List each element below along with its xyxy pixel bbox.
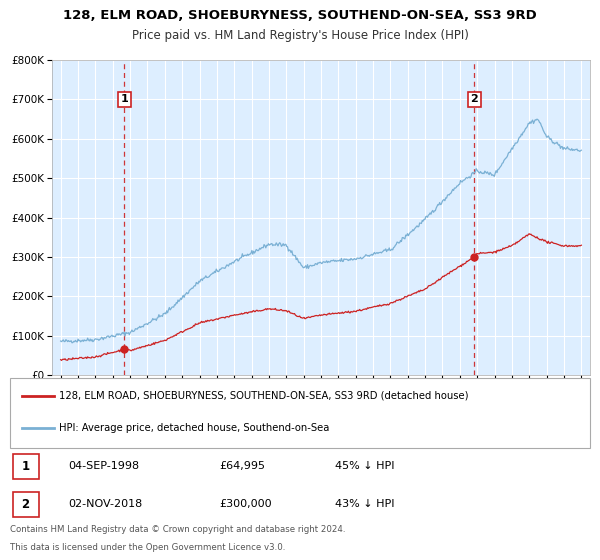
Text: 128, ELM ROAD, SHOEBURYNESS, SOUTHEND-ON-SEA, SS3 9RD (detached house): 128, ELM ROAD, SHOEBURYNESS, SOUTHEND-ON… [59,390,469,400]
Bar [13,454,39,479]
Text: 1: 1 [22,460,30,473]
Text: £64,995: £64,995 [219,461,265,471]
Text: 45% ↓ HPI: 45% ↓ HPI [335,461,394,471]
Text: 04-SEP-1998: 04-SEP-1998 [68,461,139,471]
Text: 43% ↓ HPI: 43% ↓ HPI [335,499,394,509]
Bar [13,492,39,516]
Text: 128, ELM ROAD, SHOEBURYNESS, SOUTHEND-ON-SEA, SS3 9RD: 128, ELM ROAD, SHOEBURYNESS, SOUTHEND-ON… [63,9,537,22]
Text: This data is licensed under the Open Government Licence v3.0.: This data is licensed under the Open Gov… [10,543,286,552]
Text: 2: 2 [22,497,30,511]
Text: 1: 1 [121,95,128,104]
Text: 02-NOV-2018: 02-NOV-2018 [68,499,142,509]
Text: Price paid vs. HM Land Registry's House Price Index (HPI): Price paid vs. HM Land Registry's House … [131,29,469,42]
Text: 2: 2 [470,95,478,104]
Text: £300,000: £300,000 [219,499,271,509]
Text: HPI: Average price, detached house, Southend-on-Sea: HPI: Average price, detached house, Sout… [59,423,329,433]
Text: Contains HM Land Registry data © Crown copyright and database right 2024.: Contains HM Land Registry data © Crown c… [10,525,346,534]
